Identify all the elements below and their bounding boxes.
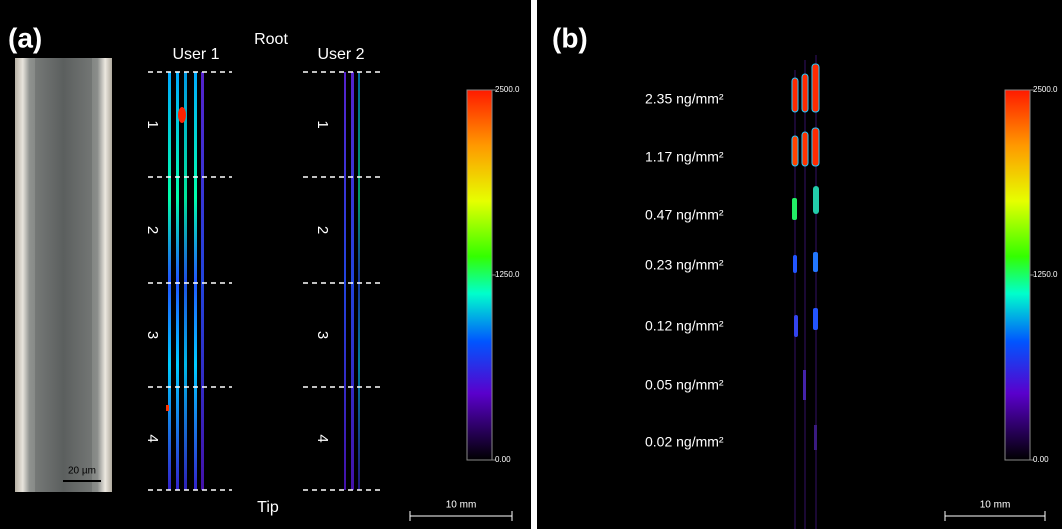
segment-label: 4 xyxy=(144,434,161,442)
root-label: Root xyxy=(254,31,288,48)
colorbar-label: 1250.0 xyxy=(495,270,520,279)
hair-scale-label: 20 µm xyxy=(68,466,96,477)
scale-label: 10 mm xyxy=(980,500,1011,511)
scale-label: 10 mm xyxy=(446,500,477,511)
tip-label: Tip xyxy=(257,499,279,516)
colorbar: 2500.0 1250.0 0.00 xyxy=(1004,85,1058,464)
hair-photo xyxy=(15,58,112,492)
segment-label: 4 xyxy=(314,434,331,442)
segment-label: 2 xyxy=(314,226,331,234)
colorbar: 2500.0 1250.0 0.00 xyxy=(466,85,520,464)
signal-streaks xyxy=(166,72,360,490)
concentration-label: 0.12 ng/mm² xyxy=(645,318,724,334)
concentration-label: 0.02 ng/mm² xyxy=(645,434,724,450)
segment-label: 3 xyxy=(144,331,161,339)
segment-label: 3 xyxy=(314,331,331,339)
segment-dividers: 1 1 2 2 3 3 4 4 xyxy=(144,71,380,491)
colorbar-label: 1250.0 xyxy=(1033,270,1058,279)
segment-label: 2 xyxy=(144,226,161,234)
concentration-label: 2.35 ng/mm² xyxy=(645,91,724,107)
colorbar-label: 0.00 xyxy=(1033,455,1049,464)
segment-label: 1 xyxy=(144,120,161,128)
concentration-labels: 2.35 ng/mm² 1.17 ng/mm² 0.47 ng/mm² 0.23 ng… xyxy=(645,91,724,450)
concentration-label: 0.23 ng/mm² xyxy=(645,257,724,273)
concentration-label: 1.17 ng/mm² xyxy=(645,149,724,165)
colorbar-label: 0.00 xyxy=(495,455,511,464)
panel-b xyxy=(537,0,1062,529)
panel-label: (b) xyxy=(552,22,588,53)
colorbar-label: 2500.0 xyxy=(1033,85,1058,94)
hair-core xyxy=(35,58,92,492)
segment-label: 1 xyxy=(314,120,331,128)
concentration-label: 0.47 ng/mm² xyxy=(645,207,724,223)
panel-label: (a) xyxy=(8,22,42,53)
signal-spots xyxy=(791,55,820,529)
user-label: User 2 xyxy=(317,46,364,63)
concentration-label: 0.05 ng/mm² xyxy=(645,377,724,393)
user-label: User 1 xyxy=(172,46,219,63)
colorbar-label: 2500.0 xyxy=(495,85,520,94)
